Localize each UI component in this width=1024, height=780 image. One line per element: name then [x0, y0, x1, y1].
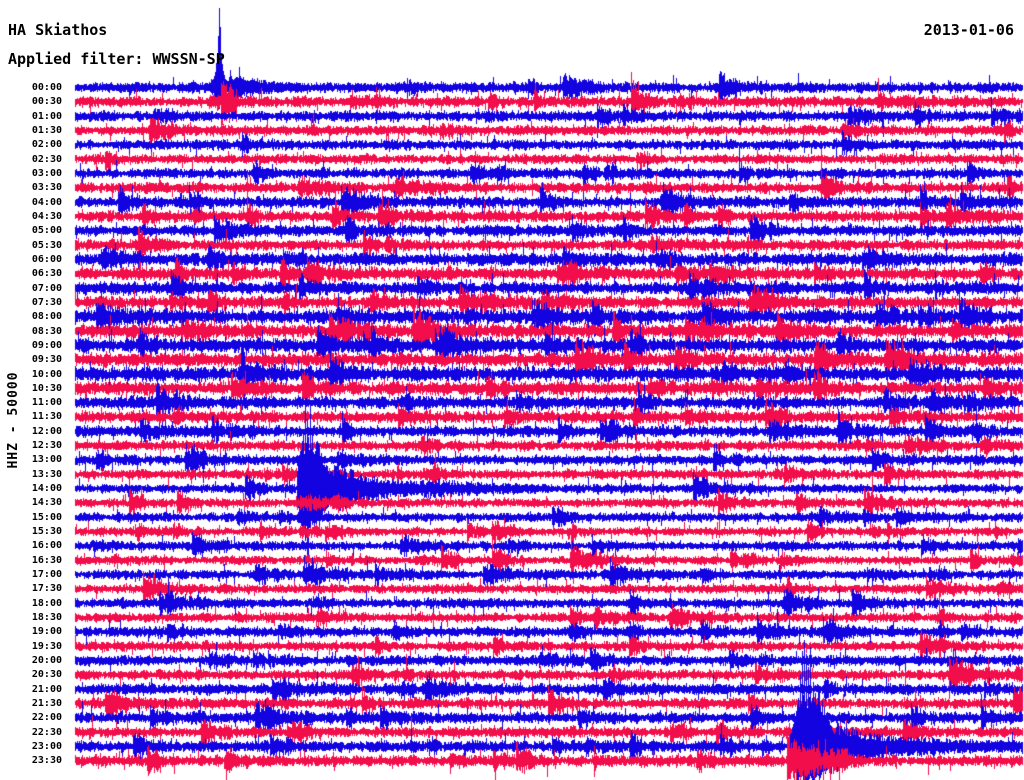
time-label: 11:30 [31, 411, 62, 423]
date-label: 2013-01-06 [923, 21, 1014, 39]
time-label: 23:00 [31, 740, 62, 752]
station-name: HA Skiathos [8, 21, 108, 39]
time-label: 15:30 [31, 526, 62, 538]
time-label: 13:30 [31, 468, 62, 480]
time-label: 14:30 [31, 497, 62, 509]
time-label: 15:00 [31, 511, 62, 523]
time-label: 18:30 [31, 612, 62, 624]
time-label: 02:30 [31, 153, 62, 165]
time-label: 06:30 [31, 268, 62, 280]
time-label: 05:00 [31, 225, 62, 237]
time-label: 19:30 [31, 640, 62, 652]
time-label: 05:30 [31, 239, 62, 251]
time-label: 18:00 [31, 597, 62, 609]
time-label: 12:00 [31, 425, 62, 437]
time-label: 07:00 [31, 282, 62, 294]
time-label: 07:30 [31, 296, 62, 308]
time-label: 11:00 [31, 397, 62, 409]
time-label: 09:30 [31, 354, 62, 366]
time-label: 12:30 [31, 440, 62, 452]
time-label: 03:30 [31, 182, 62, 194]
time-label: 17:00 [31, 569, 62, 581]
time-label: 14:00 [31, 483, 62, 495]
time-label: 16:00 [31, 540, 62, 552]
time-label: 13:00 [31, 454, 62, 466]
applied-filter-label: Applied filter: WWSSN-SP [8, 50, 225, 68]
time-label: 00:30 [31, 96, 62, 108]
time-label: 17:30 [31, 583, 62, 595]
time-label: 01:30 [31, 124, 62, 136]
time-label: 20:30 [31, 669, 62, 681]
time-label: 10:00 [31, 368, 62, 380]
time-label: 03:00 [31, 167, 62, 179]
time-label: 01:00 [31, 110, 62, 122]
time-label: 16:30 [31, 554, 62, 566]
time-label: 06:00 [31, 253, 62, 265]
time-label: 00:00 [31, 82, 62, 93]
time-label: 04:30 [31, 210, 62, 222]
time-label: 08:00 [31, 311, 62, 323]
time-label: 19:00 [31, 626, 62, 638]
time-label: 22:00 [31, 712, 62, 724]
time-label: 22:30 [31, 726, 62, 738]
time-label: 21:00 [31, 683, 62, 695]
time-label: 20:00 [31, 655, 62, 667]
time-label: 21:30 [31, 698, 62, 710]
time-label: 09:00 [31, 339, 62, 351]
time-label: 10:30 [31, 382, 62, 394]
time-label: 02:00 [31, 139, 62, 151]
time-label: 08:30 [31, 325, 62, 337]
time-label: 04:00 [31, 196, 62, 208]
time-label: 23:30 [31, 755, 62, 767]
